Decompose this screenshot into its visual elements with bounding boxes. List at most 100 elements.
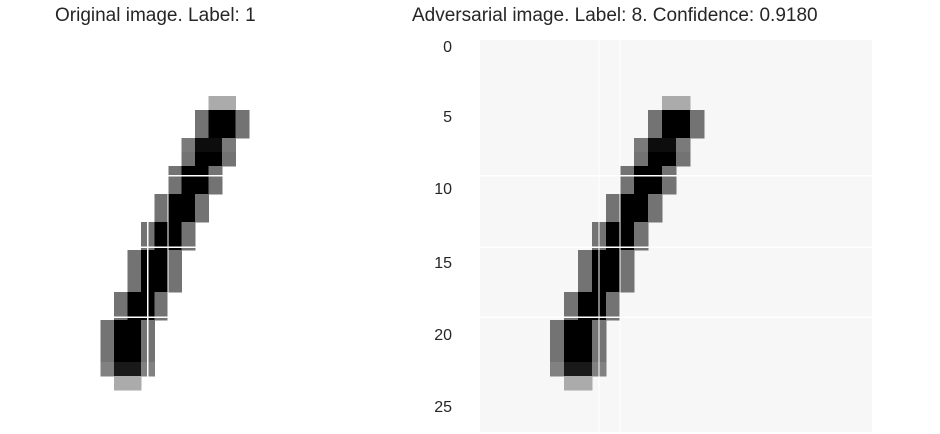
digit-pixel (168, 250, 182, 265)
digit-pixel (676, 138, 691, 153)
digit-pixel (168, 264, 182, 279)
digit-pixel (127, 306, 142, 321)
digit-pixel (154, 194, 169, 209)
digit-pixel (606, 222, 621, 237)
digit-pixel (195, 138, 209, 153)
digit-pixel (168, 166, 182, 181)
digit-pixel (606, 306, 621, 321)
digit-pixel (578, 320, 593, 335)
digit-pixel (648, 194, 663, 209)
digit-pixel (195, 110, 209, 125)
digit-pixel (195, 152, 209, 167)
digit-pixel (662, 180, 677, 195)
digit-pixel (195, 208, 209, 223)
digit-pixel (154, 278, 169, 293)
digit-pixel (564, 292, 579, 307)
digit-pixel (606, 236, 621, 251)
digit-pixel (662, 138, 677, 153)
digit-pixel (195, 124, 209, 139)
digit-pixel (154, 222, 169, 237)
digit-pixel (127, 278, 142, 293)
digit-pixel (195, 180, 209, 195)
digit-pixel (606, 264, 621, 279)
digit-pixel (634, 166, 649, 181)
digit-pixel (114, 362, 128, 377)
digit-pixel (564, 320, 579, 335)
y-tick-label: 20 (434, 327, 452, 344)
digit-pixel (154, 306, 169, 321)
digit-pixel (114, 334, 128, 349)
digit-pixel (127, 362, 142, 377)
digit-pixel (606, 208, 621, 223)
digit-pixel (208, 96, 223, 111)
digit-pixel (181, 222, 196, 237)
digit-pixel (114, 376, 128, 391)
digit-pixel (208, 152, 223, 167)
digit-pixel (168, 278, 182, 293)
digit-pixel (181, 138, 196, 153)
digit-pixel (550, 320, 565, 335)
digit-pixel (648, 208, 663, 223)
digit-pixel (127, 348, 142, 363)
digit-pixel (606, 194, 621, 209)
digit-pixel (100, 320, 115, 335)
digit-pixel (181, 208, 196, 223)
digit-pixel (181, 236, 196, 251)
digit-pixel (648, 138, 663, 153)
digit-pixel (222, 124, 236, 139)
digit-pixel (578, 264, 593, 279)
y-tick-label: 5 (443, 109, 452, 126)
digit-pixel (676, 124, 691, 139)
digit-pixel (578, 334, 593, 349)
digit-pixel (676, 96, 691, 111)
digit-pixel (564, 362, 579, 377)
digit-pixel (564, 376, 579, 391)
digit-pixel (100, 348, 115, 363)
digit-pixel (114, 320, 128, 335)
digit-pixel (634, 152, 649, 167)
digit-pixel (564, 306, 579, 321)
digit-pixel (606, 292, 621, 307)
digit-pixel (550, 348, 565, 363)
digit-pixel (634, 222, 649, 237)
digit-pixel (634, 236, 649, 251)
digit-pixel (222, 96, 236, 111)
digit-pixel (620, 264, 635, 279)
digit-pixel (676, 152, 691, 167)
digit-pixel (127, 334, 142, 349)
digit-pixel (100, 362, 115, 377)
digit-pixel (662, 110, 677, 125)
digit-pixel (127, 292, 142, 307)
digit-pixel (606, 250, 621, 265)
digit-pixel (550, 362, 565, 377)
digit-pixel (208, 138, 223, 153)
digit-pixel (578, 292, 593, 307)
digit-pixel (620, 222, 635, 237)
digit-pixel (662, 166, 677, 181)
digit-pixel (208, 166, 223, 181)
digit-pixel (662, 96, 677, 111)
digit-pixel (648, 152, 663, 167)
digit-pixel (181, 180, 196, 195)
digit-pixel (235, 124, 250, 139)
y-tick-label: 15 (434, 255, 452, 272)
digit-pixel (648, 166, 663, 181)
digit-pixel (127, 320, 142, 335)
digit-pixel (168, 194, 182, 209)
digit-pixel (181, 152, 196, 167)
y-tick-label: 0 (443, 39, 452, 56)
digit-pixel (222, 152, 236, 167)
digit-pixel (181, 166, 196, 181)
digit-pixel (690, 110, 705, 125)
digit-pixel (690, 124, 705, 139)
adversarial-image (480, 40, 872, 432)
digit-pixel (154, 208, 169, 223)
digit-pixel (208, 180, 223, 195)
digit-pixel (564, 348, 579, 363)
digit-pixel (578, 348, 593, 363)
digit-pixel (208, 110, 223, 125)
digit-pixel (620, 236, 635, 251)
digit-pixel (154, 264, 169, 279)
digit-pixel (564, 334, 579, 349)
digit-pixel (620, 278, 635, 293)
